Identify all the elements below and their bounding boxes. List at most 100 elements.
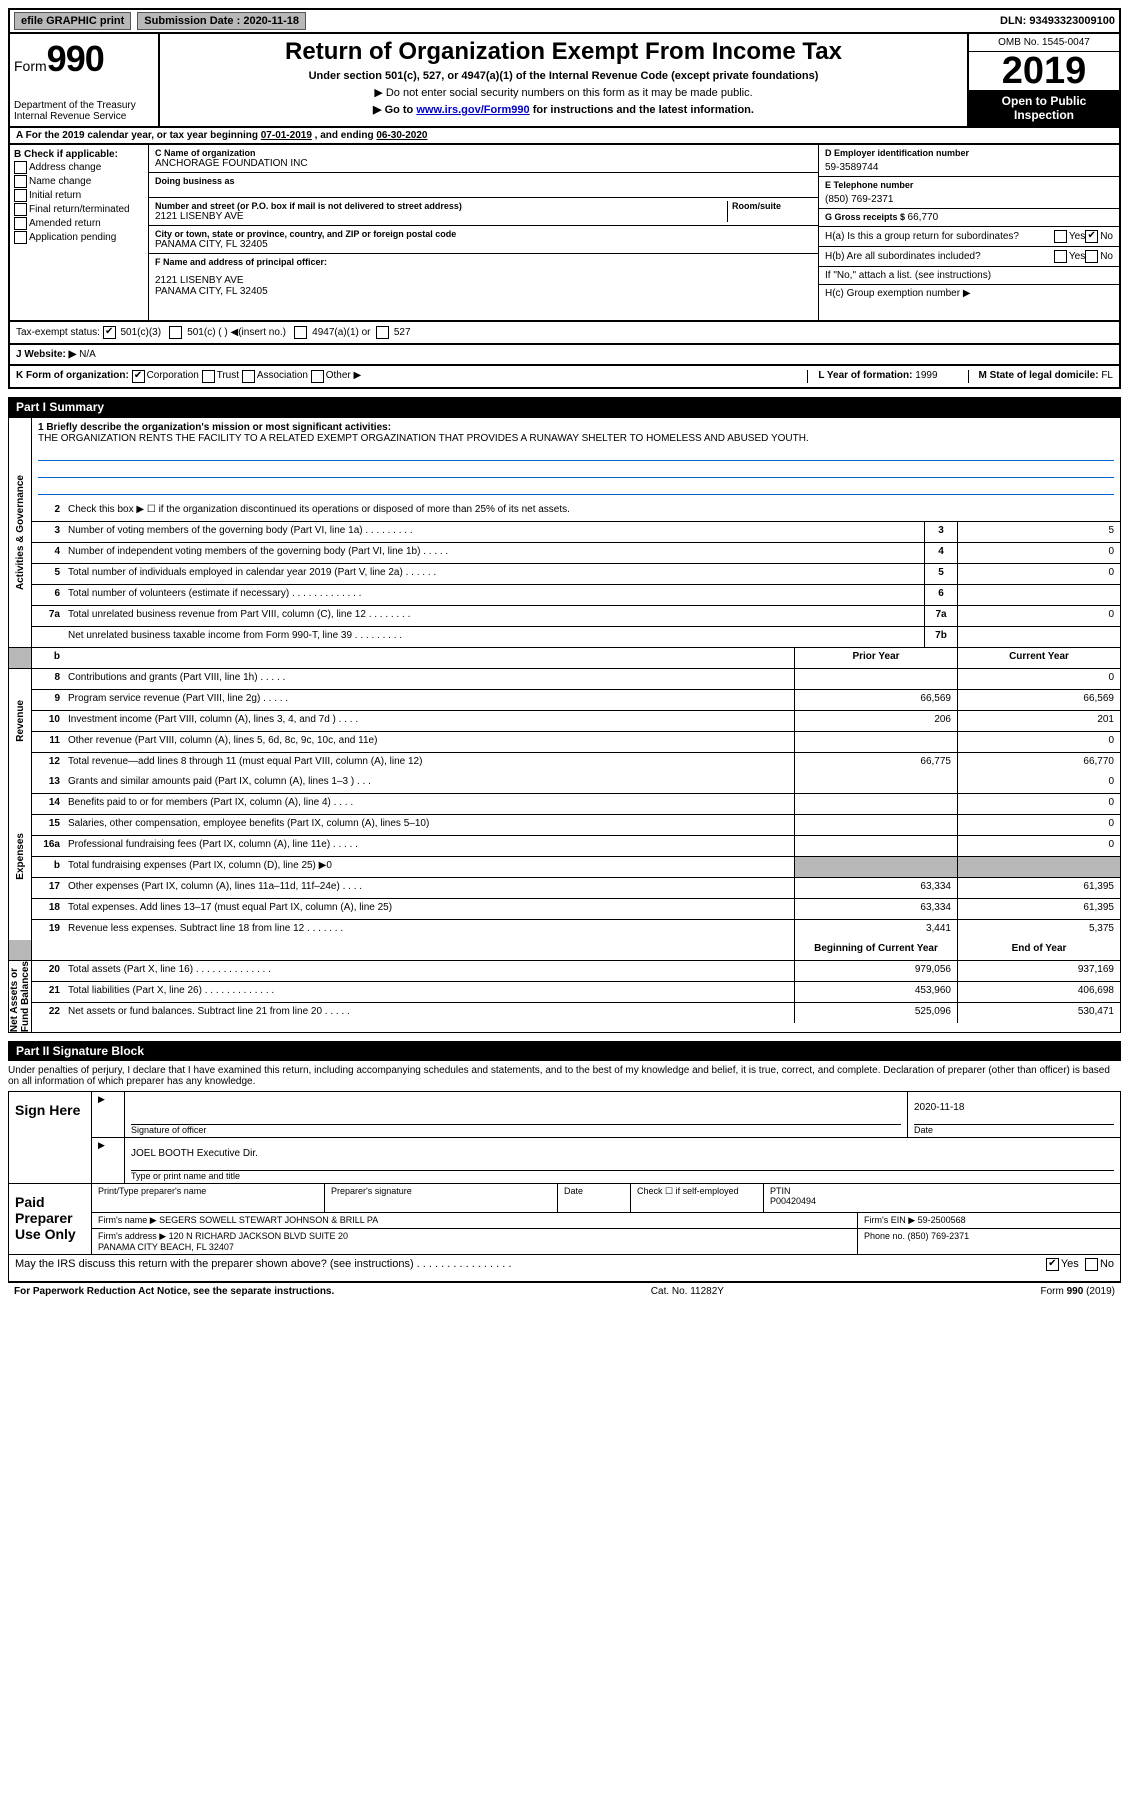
summary-line: 21Total liabilities (Part X, line 26) . …	[32, 982, 1120, 1003]
chk-4947[interactable]	[294, 326, 307, 339]
form-header: Form990 Department of the Treasury Inter…	[8, 34, 1121, 128]
chk-final-return[interactable]: Final return/terminated	[14, 203, 144, 216]
dba-label: Doing business as	[155, 176, 812, 186]
side-net-assets: Net Assets or Fund Balances	[9, 961, 32, 1032]
side-activities-governance: Activities & Governance	[9, 418, 32, 647]
city-label: City or town, state or province, country…	[155, 229, 812, 239]
header-right: OMB No. 1545-0047 2019 Open to Public In…	[967, 34, 1119, 126]
sig-date: 2020-11-18	[914, 1094, 1114, 1125]
chk-address-change[interactable]: Address change	[14, 161, 144, 174]
summary-line: 7aTotal unrelated business revenue from …	[32, 606, 1120, 627]
gross-label: G Gross receipts $	[825, 212, 908, 222]
top-bar: efile GRAPHIC print Submission Date : 20…	[8, 8, 1121, 34]
chk-other[interactable]	[311, 370, 324, 383]
footer-left: For Paperwork Reduction Act Notice, see …	[14, 1286, 334, 1297]
note-link: ▶ Go to www.irs.gov/Form990 for instruct…	[168, 103, 959, 116]
chk-corporation[interactable]	[132, 370, 145, 383]
firm-addr-label: Firm's address ▶	[98, 1231, 169, 1241]
inspection-badge: Open to Public Inspection	[969, 90, 1119, 126]
line1-label: 1 Briefly describe the organization's mi…	[38, 422, 1114, 433]
form-label: Form	[14, 58, 47, 74]
note-ssn: ▶ Do not enter social security numbers o…	[168, 86, 959, 99]
tax-year: 2019	[969, 52, 1119, 90]
summary-line: 5Total number of individuals employed in…	[32, 564, 1120, 585]
box-b-header: B Check if applicable:	[14, 149, 144, 160]
dln: DLN: 93493323009100	[1000, 15, 1115, 27]
summary-line: 20Total assets (Part X, line 16) . . . .…	[32, 961, 1120, 982]
ha-yes[interactable]	[1054, 230, 1067, 243]
box-c: C Name of organizationANCHORAGE FOUNDATI…	[149, 145, 818, 320]
summary-line: 22Net assets or fund balances. Subtract …	[32, 1003, 1120, 1023]
summary-line: 16aProfessional fundraising fees (Part I…	[32, 836, 1120, 857]
mission-text: THE ORGANIZATION RENTS THE FACILITY TO A…	[38, 433, 1114, 444]
arrow-icon: ▶	[98, 1140, 105, 1150]
part2-header: Part II Signature Block	[8, 1041, 1121, 1061]
website-label: J Website: ▶	[16, 349, 76, 360]
sig-officer-label: Signature of officer	[131, 1125, 901, 1135]
prep-date-label: Date	[564, 1186, 624, 1196]
summary-line: 11Other revenue (Part VIII, column (A), …	[32, 732, 1120, 753]
chk-trust[interactable]	[202, 370, 215, 383]
hb-yes[interactable]	[1054, 250, 1067, 263]
ha-no[interactable]	[1085, 230, 1098, 243]
chk-association[interactable]	[242, 370, 255, 383]
summary-line: 19Revenue less expenses. Subtract line 1…	[32, 920, 1120, 940]
header-left: Form990 Department of the Treasury Inter…	[10, 34, 160, 126]
street-address: 2121 LISENBY AVE	[155, 211, 727, 222]
chk-initial-return[interactable]: Initial return	[14, 189, 144, 202]
ptin: P00420494	[770, 1196, 1114, 1206]
dept-treasury: Department of the Treasury Internal Reve…	[14, 100, 154, 122]
phone-label: E Telephone number	[825, 180, 1113, 190]
name-label: C Name of organization	[155, 148, 812, 158]
mission-block: 1 Briefly describe the organization's mi…	[32, 418, 1120, 501]
form-number: 990	[47, 38, 104, 79]
summary-line: 6Total number of volunteers (estimate if…	[32, 585, 1120, 606]
part1-summary: Activities & Governance 1 Briefly descri…	[8, 417, 1121, 1033]
state-domicile: M State of legal domicile: FL	[968, 370, 1113, 383]
chk-application-pending[interactable]: Application pending	[14, 231, 144, 244]
tax-exempt-status: Tax-exempt status: 501(c)(3) 501(c) ( ) …	[10, 322, 1119, 343]
chk-501c[interactable]	[169, 326, 182, 339]
box-right: D Employer identification number59-35897…	[818, 145, 1119, 320]
line2: Check this box ▶ ☐ if the organization d…	[64, 501, 1120, 521]
paid-preparer-label: Paid Preparer Use Only	[9, 1184, 92, 1254]
prep-name-label: Print/Type preparer's name	[98, 1186, 318, 1196]
room-label: Room/suite	[732, 201, 812, 211]
paid-preparer-block: Paid Preparer Use Only Print/Type prepar…	[8, 1184, 1121, 1255]
officer-address: 2121 LISENBY AVE PANAMA CITY, FL 32405	[155, 275, 812, 297]
footer-right: Form 990 (2019)	[1041, 1286, 1115, 1297]
sign-here-label: Sign Here	[9, 1092, 92, 1183]
summary-line: 14Benefits paid to or for members (Part …	[32, 794, 1120, 815]
hb-no[interactable]	[1085, 250, 1098, 263]
chk-527[interactable]	[376, 326, 389, 339]
officer-name: JOEL BOOTH Executive Dir.	[131, 1140, 1114, 1171]
firm-ein: 59-2500568	[918, 1215, 966, 1225]
prior-year-header: Prior Year	[794, 648, 957, 668]
summary-line: 3Number of voting members of the governi…	[32, 522, 1120, 543]
efile-button[interactable]: efile GRAPHIC print	[14, 12, 131, 30]
chk-name-change[interactable]: Name change	[14, 175, 144, 188]
summary-line: Net unrelated business taxable income fr…	[32, 627, 1120, 647]
chk-amended-return[interactable]: Amended return	[14, 217, 144, 230]
sig-date-label: Date	[914, 1125, 1114, 1135]
korg-row: K Form of organization: Corporation Trus…	[8, 366, 1121, 389]
summary-line: 13Grants and similar amounts paid (Part …	[32, 773, 1120, 794]
summary-line: 8Contributions and grants (Part VIII, li…	[32, 669, 1120, 690]
discuss-yes[interactable]	[1046, 1258, 1059, 1271]
ptin-label: PTIN	[770, 1186, 1114, 1196]
sig-intro: Under penalties of perjury, I declare th…	[8, 1061, 1121, 1091]
summary-line: 10Investment income (Part VIII, column (…	[32, 711, 1120, 732]
firm-name: SEGERS SOWELL STEWART JOHNSON & BRILL PA	[159, 1215, 378, 1225]
irs-link[interactable]: www.irs.gov/Form990	[416, 104, 529, 116]
summary-line: 18Total expenses. Add lines 13–17 (must …	[32, 899, 1120, 920]
addr-label: Number and street (or P.O. box if mail i…	[155, 201, 727, 211]
summary-line: 4Number of independent voting members of…	[32, 543, 1120, 564]
chk-501c3[interactable]	[103, 326, 116, 339]
firm-phone: (850) 769-2371	[908, 1231, 970, 1241]
submission-button[interactable]: Submission Date : 2020-11-18	[137, 12, 306, 30]
firm-ein-label: Firm's EIN ▶	[864, 1215, 918, 1225]
self-employed-check[interactable]: Check ☐ if self-employed	[631, 1184, 764, 1212]
discuss-no[interactable]	[1085, 1258, 1098, 1271]
firm-phone-label: Phone no.	[864, 1231, 908, 1241]
hb-label: H(b) Are all subordinates included?	[825, 251, 1054, 262]
